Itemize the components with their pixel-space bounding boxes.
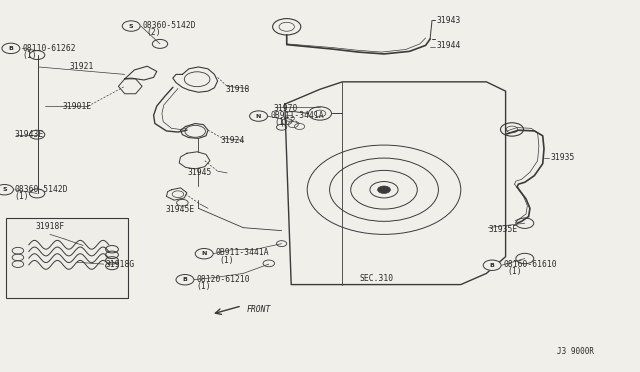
Text: 31918G: 31918G xyxy=(106,260,135,269)
Text: S: S xyxy=(129,23,134,29)
Text: (1): (1) xyxy=(196,282,211,291)
Text: 08360-5142D: 08360-5142D xyxy=(15,185,68,194)
Circle shape xyxy=(195,248,213,259)
Text: (1): (1) xyxy=(274,118,289,127)
Text: (1): (1) xyxy=(15,192,29,201)
Text: (2): (2) xyxy=(146,28,161,37)
Circle shape xyxy=(483,260,501,270)
Text: SEC.310: SEC.310 xyxy=(360,274,394,283)
Circle shape xyxy=(2,43,20,54)
Circle shape xyxy=(176,275,194,285)
Text: 0B911-3441A: 0B911-3441A xyxy=(216,248,269,257)
Text: 31945E: 31945E xyxy=(165,205,195,214)
Text: 31935: 31935 xyxy=(550,153,575,162)
Text: 31970: 31970 xyxy=(273,105,298,113)
Text: J3 9000R: J3 9000R xyxy=(557,347,594,356)
Text: N: N xyxy=(256,113,261,119)
Text: (1): (1) xyxy=(508,267,522,276)
Text: FRONT: FRONT xyxy=(246,305,271,314)
Text: 08120-61210: 08120-61210 xyxy=(196,275,250,283)
Text: 08160-61610: 08160-61610 xyxy=(504,260,557,269)
Text: (1): (1) xyxy=(220,256,234,264)
Text: 31924: 31924 xyxy=(221,136,245,145)
Text: S: S xyxy=(2,187,7,192)
Text: 31943: 31943 xyxy=(436,16,461,25)
Text: (1): (1) xyxy=(22,51,37,60)
Text: 08360-5142D: 08360-5142D xyxy=(142,21,196,30)
Text: 31901E: 31901E xyxy=(63,102,92,110)
Text: B: B xyxy=(490,263,495,268)
Text: 31918F: 31918F xyxy=(35,222,65,231)
Text: 31918: 31918 xyxy=(226,85,250,94)
Text: 0B911-3441A: 0B911-3441A xyxy=(270,111,324,120)
FancyBboxPatch shape xyxy=(6,218,128,298)
Text: B: B xyxy=(182,277,188,282)
Text: N: N xyxy=(202,251,207,256)
Circle shape xyxy=(122,21,140,31)
Text: B: B xyxy=(8,46,13,51)
Text: 31945: 31945 xyxy=(188,169,212,177)
Text: 08110-61262: 08110-61262 xyxy=(22,44,76,53)
Text: 31935E: 31935E xyxy=(488,225,518,234)
Circle shape xyxy=(250,111,268,121)
Text: 31921: 31921 xyxy=(69,62,93,71)
Text: 31943E: 31943E xyxy=(14,130,44,139)
Circle shape xyxy=(378,186,390,193)
Text: 31944: 31944 xyxy=(436,41,461,50)
Circle shape xyxy=(0,185,13,195)
